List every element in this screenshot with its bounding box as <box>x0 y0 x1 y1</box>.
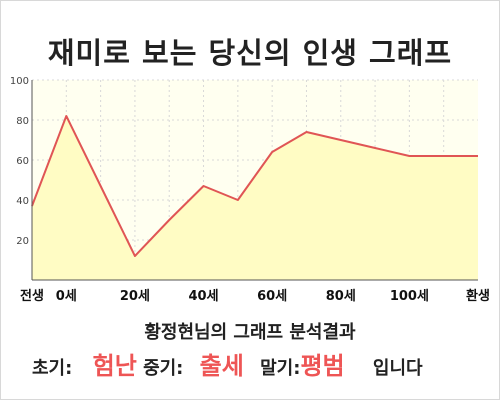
x-tick-label: 0세 <box>56 289 77 304</box>
x-tick-labels: 전생 0세 20세 40세 60세 80세 100세 환생 <box>20 288 490 304</box>
y-tick-labels: 20 40 60 80 100 <box>10 76 29 247</box>
suffix-text: 입니다 <box>372 358 423 379</box>
analysis-result: 초기: 험난 중기: 출세 말기:평범 입니다 <box>32 346 492 381</box>
x-tick-label: 20세 <box>120 289 150 304</box>
series-line <box>31 115 478 257</box>
late-label: 말기: <box>260 358 301 379</box>
early-value: 험난 <box>92 352 137 380</box>
x-tick-label: 전생 <box>20 288 44 304</box>
x-tick-label: 환생 <box>466 288 490 304</box>
chart-title: 재미로 보는 당신의 인생 그래프 <box>47 36 453 70</box>
late-value: 평범 <box>300 352 345 380</box>
x-tick-label: 100세 <box>390 289 429 304</box>
mid-value: 출세 <box>199 352 244 380</box>
y-tick-label: 60 <box>16 156 29 167</box>
axes <box>31 80 478 281</box>
y-tick-label: 100 <box>10 76 29 87</box>
y-tick-label: 40 <box>16 196 29 207</box>
area-fill <box>32 116 478 280</box>
early-label: 초기: <box>32 358 73 379</box>
y-tick-label: 80 <box>16 116 29 127</box>
analysis-subtitle: 황정현님의 그래프 분석결과 <box>144 322 356 343</box>
x-tick-label: 60세 <box>257 289 287 304</box>
x-tick-label: 40세 <box>189 289 219 304</box>
y-tick-label: 20 <box>16 236 29 247</box>
mid-label: 중기: <box>143 358 184 379</box>
x-tick-label: 80세 <box>326 289 356 304</box>
